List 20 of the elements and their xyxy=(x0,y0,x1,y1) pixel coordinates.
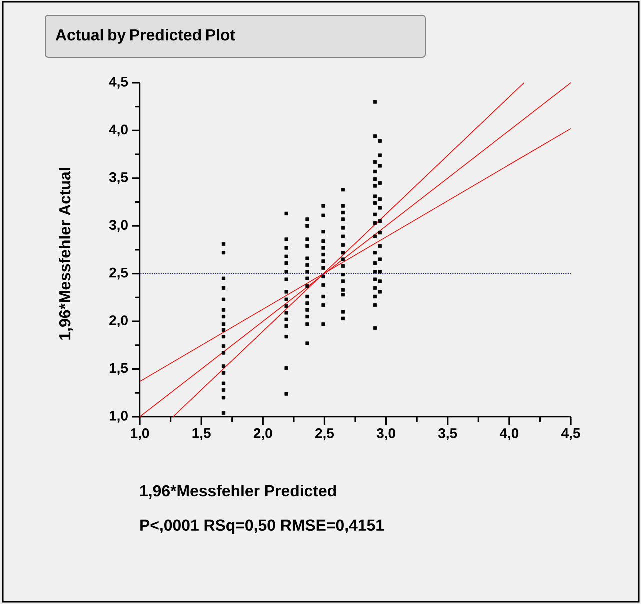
y-tick-label: 1,0 xyxy=(110,411,128,423)
x-tick-label: 1,0 xyxy=(131,428,150,440)
y-tick-label: 3,5 xyxy=(109,172,128,184)
x-tick-label: 4,0 xyxy=(500,428,519,440)
y-tick-label: 1,5 xyxy=(110,363,128,376)
chart-title: Actual by Predicted Plot xyxy=(56,29,236,44)
x-tick-label: 3,5 xyxy=(438,428,458,440)
x-axis-title: 1,96*Messfehler Predicted xyxy=(140,484,336,499)
y-tick-label: 4,0 xyxy=(109,124,128,137)
y-axis-title: 1,96*Messfehler Actual xyxy=(59,168,74,340)
x-tick-label: 2,0 xyxy=(254,428,272,440)
y-tick-label: 2,0 xyxy=(110,316,128,328)
y-tick-label: 4,5 xyxy=(109,77,128,89)
text: P<,0001 RSq=0,50 RMSE=0,4151 xyxy=(140,520,384,534)
x-tick-label: 1,5 xyxy=(192,428,211,440)
y-tick-label: 2,5 xyxy=(110,268,128,280)
x-tick-label: 3,0 xyxy=(376,428,396,440)
y-tick-label: 3,0 xyxy=(109,220,128,232)
x-tick-label: 2,5 xyxy=(316,428,334,440)
x-tick-label: 4,5 xyxy=(562,428,580,440)
